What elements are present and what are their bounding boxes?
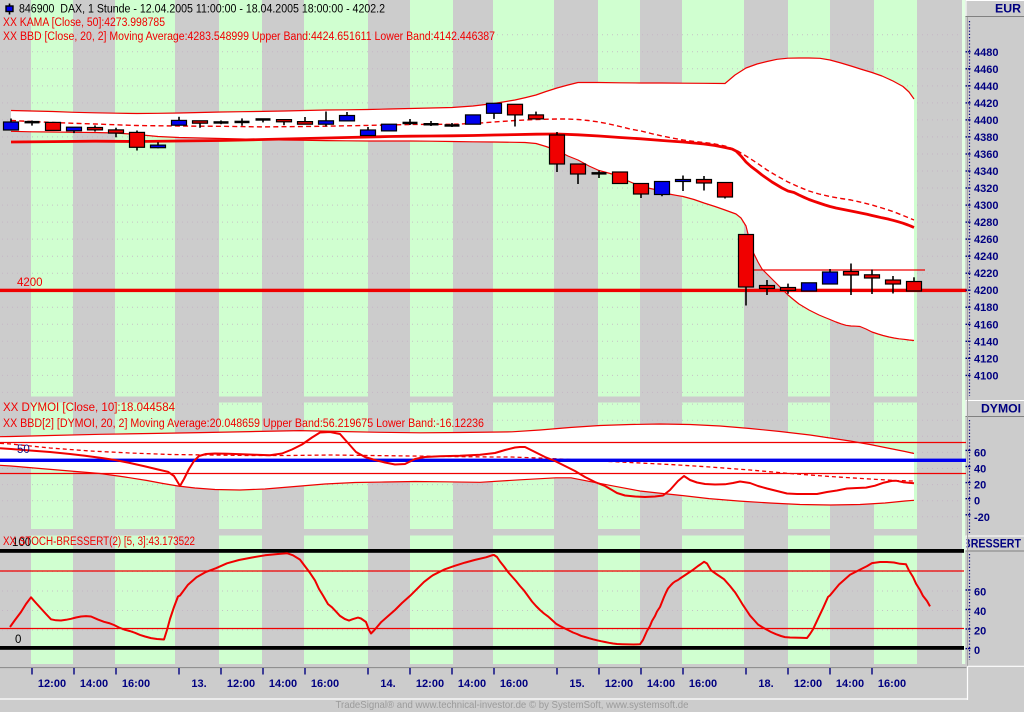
svg-text:14:00: 14:00 xyxy=(458,678,486,690)
svg-text:12:00: 12:00 xyxy=(794,678,822,690)
svg-text:12:00: 12:00 xyxy=(227,678,255,690)
svg-text:0: 0 xyxy=(974,645,980,657)
svg-text:DYMOI: DYMOI xyxy=(981,404,1021,416)
svg-text:40: 40 xyxy=(974,606,986,618)
svg-text:60: 60 xyxy=(974,447,986,459)
svg-text:-20: -20 xyxy=(974,512,990,524)
svg-text:14:00: 14:00 xyxy=(836,678,864,690)
svg-text:60: 60 xyxy=(974,587,986,599)
svg-text:4200: 4200 xyxy=(974,285,998,297)
svg-text:12:00: 12:00 xyxy=(605,678,633,690)
svg-text:4220: 4220 xyxy=(974,268,998,280)
svg-text:40: 40 xyxy=(974,464,986,476)
svg-text:4260: 4260 xyxy=(974,234,998,246)
svg-text:4440: 4440 xyxy=(974,81,998,93)
svg-text:4320: 4320 xyxy=(974,183,998,195)
svg-text:4100: 4100 xyxy=(974,370,998,382)
svg-text:EUR: EUR xyxy=(995,4,1022,16)
svg-text:14:00: 14:00 xyxy=(647,678,675,690)
svg-text:4360: 4360 xyxy=(974,149,998,161)
svg-text:14:00: 14:00 xyxy=(80,678,108,690)
svg-text:4160: 4160 xyxy=(974,319,998,331)
svg-text:4420: 4420 xyxy=(974,98,998,110)
svg-text:12:00: 12:00 xyxy=(416,678,444,690)
svg-text:16:00: 16:00 xyxy=(689,678,717,690)
svg-text:TradeSignal® and www.technical: TradeSignal® and www.technical-investor.… xyxy=(336,699,689,711)
svg-text:4480: 4480 xyxy=(974,47,998,59)
svg-text:12:00: 12:00 xyxy=(38,678,66,690)
svg-text:4380: 4380 xyxy=(974,132,998,144)
svg-text:XX BBD[2] [DYMOI, 20, 2] Movin: XX BBD[2] [DYMOI, 20, 2] Moving Average:… xyxy=(3,418,484,430)
svg-text:4280: 4280 xyxy=(974,217,998,229)
svg-text:846900 DAX, 1 Stunde - 12.04.: 846900 DAX, 1 Stunde - 12.04.2005 11:00:… xyxy=(19,4,385,16)
svg-text:4200: 4200 xyxy=(17,277,43,289)
svg-text:0: 0 xyxy=(974,496,980,508)
svg-text:XX BBD [Close, 20, 2] Moving A: XX BBD [Close, 20, 2] Moving Average:428… xyxy=(3,31,495,43)
svg-text:16:00: 16:00 xyxy=(500,678,528,690)
svg-text:XX STOCH-BRESSERT(2) [5, 3]:43: XX STOCH-BRESSERT(2) [5, 3]:43.173522 xyxy=(3,536,195,548)
svg-text:0: 0 xyxy=(15,634,21,646)
svg-text:4240: 4240 xyxy=(974,251,998,263)
svg-text:100: 100 xyxy=(12,537,31,549)
svg-text:4460: 4460 xyxy=(974,64,998,76)
svg-text:XX DYMOI [Close, 10]:18.044584: XX DYMOI [Close, 10]:18.044584 xyxy=(3,402,176,414)
svg-text:BRESSERT: BRESSERT xyxy=(963,539,1021,551)
svg-text:18.: 18. xyxy=(758,678,773,690)
svg-text:16:00: 16:00 xyxy=(311,678,339,690)
svg-text:16:00: 16:00 xyxy=(122,678,150,690)
svg-text:XX KAMA [Close, 50]:4273.99878: XX KAMA [Close, 50]:4273.998785 xyxy=(3,17,165,29)
svg-text:15.: 15. xyxy=(569,678,584,690)
svg-text:4120: 4120 xyxy=(974,353,998,365)
svg-text:13.: 13. xyxy=(191,678,206,690)
svg-text:14:00: 14:00 xyxy=(269,678,297,690)
svg-text:20: 20 xyxy=(974,626,986,638)
svg-text:16:00: 16:00 xyxy=(878,678,906,690)
svg-text:4300: 4300 xyxy=(974,200,998,212)
svg-text:4340: 4340 xyxy=(974,166,998,178)
svg-text:14.: 14. xyxy=(380,678,395,690)
svg-text:20: 20 xyxy=(974,480,986,492)
svg-text:4140: 4140 xyxy=(974,336,998,348)
svg-text:4400: 4400 xyxy=(974,115,998,127)
svg-text:4180: 4180 xyxy=(974,302,998,314)
svg-text:50: 50 xyxy=(17,444,30,456)
